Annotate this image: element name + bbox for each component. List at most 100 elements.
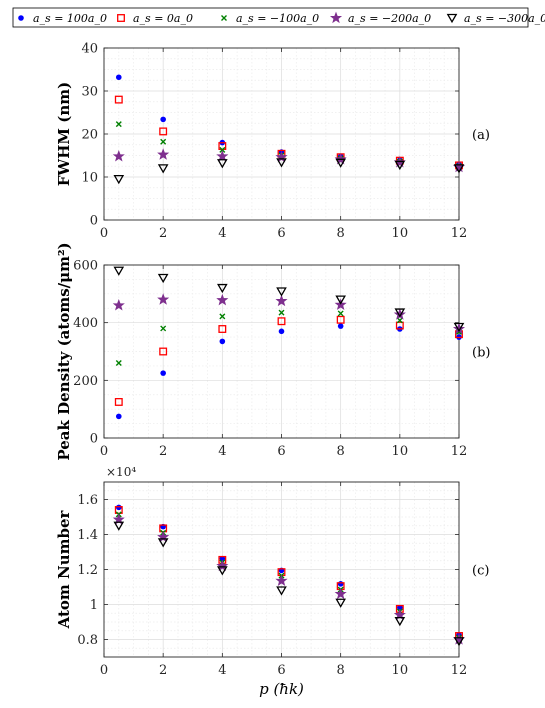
- data-point: [278, 328, 285, 335]
- y-tick-label: 40: [81, 42, 98, 57]
- x-tick-label: 10: [392, 663, 409, 678]
- series-a-s-0a-0: [114, 506, 463, 640]
- data-point: [113, 521, 125, 531]
- data-point: [337, 323, 344, 329]
- data-point: [216, 150, 229, 162]
- y-tick-label: 400: [73, 316, 98, 331]
- data-point: [216, 293, 229, 306]
- data-point: [334, 587, 347, 600]
- data-point: [218, 325, 227, 333]
- series-a-s-200a-0: [112, 513, 466, 645]
- data-point: [112, 299, 125, 311]
- x-tick-label: 10: [392, 226, 409, 241]
- x-tick-label: 6: [277, 226, 285, 241]
- x-tick-label: 2: [159, 226, 167, 241]
- legend-marker-a-s-300a-0: [446, 13, 458, 24]
- data-point: [157, 164, 169, 174]
- y-tick-label: 0.8: [77, 633, 98, 648]
- y-axis-label: Peak Density (atoms/μm²): [55, 242, 73, 460]
- legend-label-a-s-100a-0: a_s = 100a_0: [33, 12, 107, 25]
- data-point: [160, 325, 167, 332]
- legend-marker-a-s-100a-0: [221, 15, 227, 21]
- y-tick-label: 1.6: [77, 493, 98, 508]
- y-tick-label: 0: [90, 214, 98, 229]
- grid: [104, 265, 459, 438]
- data-point: [219, 146, 226, 153]
- panel-a: 0 2 4 6 8 10 12 0 10 20 30 40 FWHM (nm) (a): [55, 42, 490, 242]
- panel-label: (a): [472, 128, 490, 143]
- data-point: [453, 637, 465, 647]
- x-tick-label: 0: [100, 663, 108, 678]
- data-point: [278, 309, 285, 316]
- series-a-s-300a-0: [113, 521, 465, 647]
- y-exponent-label: ×10⁴: [106, 465, 136, 479]
- data-point: [275, 574, 288, 587]
- grid: [104, 482, 459, 657]
- x-axis-label: p (ħk): [259, 680, 304, 698]
- data-point: [160, 116, 166, 123]
- data-point: [394, 616, 406, 627]
- data-point: [115, 413, 122, 420]
- panel-c: 0 2 4 6 8 10 12 0.8 1 1.2 1.4 1.6 Atom Number ×10⁴ (c): [55, 465, 489, 678]
- y-tick-label: 1: [90, 598, 98, 613]
- data-point: [160, 370, 166, 376]
- y-tick-label: 0: [90, 432, 98, 447]
- x-tick-label: 6: [277, 663, 285, 678]
- x-tick-label: 8: [337, 226, 345, 241]
- panel-label: (c): [472, 564, 489, 579]
- data-point: [394, 160, 406, 171]
- y-tick-label: 1.2: [77, 563, 98, 578]
- y-tick-label: 30: [81, 85, 98, 100]
- legend: a_s = 100a_0 a_s = 0a_0 a_s = −100a_0 a_s =…: [12, 7, 545, 28]
- y-tick-label: 1.4: [77, 528, 98, 543]
- series-a-s-200a-0: [112, 293, 466, 335]
- series-a-s-100a-0: [115, 309, 462, 367]
- series-a-s-300a-0: [113, 158, 465, 185]
- panel-label: (b): [472, 346, 490, 361]
- data-point: [157, 293, 170, 305]
- data-point: [159, 347, 168, 356]
- legend-box: [12, 7, 529, 28]
- series-a-s-300a-0: [113, 266, 465, 333]
- data-point: [113, 174, 125, 185]
- x-tick-label: 12: [451, 663, 468, 678]
- series-a-s-100a-0: [115, 121, 462, 170]
- data-point: [337, 581, 344, 587]
- legend-marker-a-s-100a-0: [18, 15, 24, 21]
- data-point: [114, 398, 123, 406]
- data-point: [157, 273, 169, 284]
- y-axis-label: FWHM (nm): [55, 82, 73, 186]
- data-point: [217, 159, 228, 169]
- data-point: [115, 74, 122, 81]
- y-tick-label: 600: [73, 259, 98, 274]
- legend-label-a-s-0a-0: a_s = 0a_0: [133, 12, 193, 25]
- y-tick-label: 200: [73, 374, 98, 389]
- legend-label-a-s-200a-0: a_s = −200a_0: [348, 12, 431, 25]
- data-point: [396, 317, 403, 324]
- data-point: [335, 158, 346, 168]
- data-point: [114, 95, 123, 104]
- x-tick-label: 4: [218, 444, 226, 459]
- data-point: [160, 138, 167, 145]
- x-tick-label: 4: [218, 226, 226, 241]
- data-point: [276, 586, 287, 596]
- data-point: [216, 559, 229, 572]
- x-tick-label: 2: [159, 444, 167, 459]
- x-tick-label: 0: [100, 226, 108, 241]
- data-point: [159, 127, 168, 136]
- data-point: [397, 604, 403, 611]
- data-point: [157, 538, 169, 548]
- data-point: [276, 287, 287, 297]
- data-point: [395, 321, 404, 330]
- series-a-s-100a-0: [115, 504, 462, 638]
- legend-marker-a-s-200a-0: [329, 11, 343, 24]
- x-tick-label: 2: [159, 663, 167, 678]
- legend-label-a-s-100a-0: a_s = −100a_0: [236, 12, 319, 25]
- x-tick-label: 8: [337, 444, 345, 459]
- series-a-s-0a-0: [114, 315, 463, 406]
- x-tick-label: 8: [337, 663, 345, 678]
- data-point: [219, 313, 226, 320]
- data-point: [337, 310, 344, 317]
